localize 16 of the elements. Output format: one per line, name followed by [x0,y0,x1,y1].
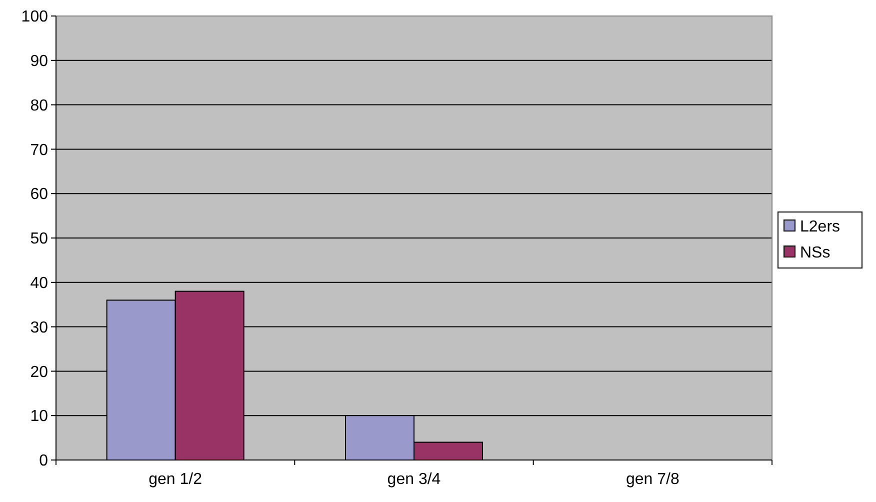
y-tick-label: 0 [39,452,48,470]
y-tick-label: 70 [30,142,48,159]
legend-label: L2ers [800,218,840,236]
legend-label: NSs [800,244,830,262]
x-tick-label: gen 1/2 [148,471,202,488]
y-tick-label: 80 [30,97,48,114]
y-tick-label: 100 [21,8,48,26]
y-tick-label: 20 [30,364,48,381]
y-tick-label: 10 [30,408,48,426]
y-tick-label: 30 [30,319,48,336]
y-tick-label: 40 [30,275,48,292]
y-tick-label: 50 [30,230,48,248]
x-tick-label: gen 7/8 [626,471,680,488]
y-tick-label: 60 [30,186,48,204]
y-tick-label: 90 [30,53,48,70]
x-tick-label: gen 3/4 [387,471,441,488]
